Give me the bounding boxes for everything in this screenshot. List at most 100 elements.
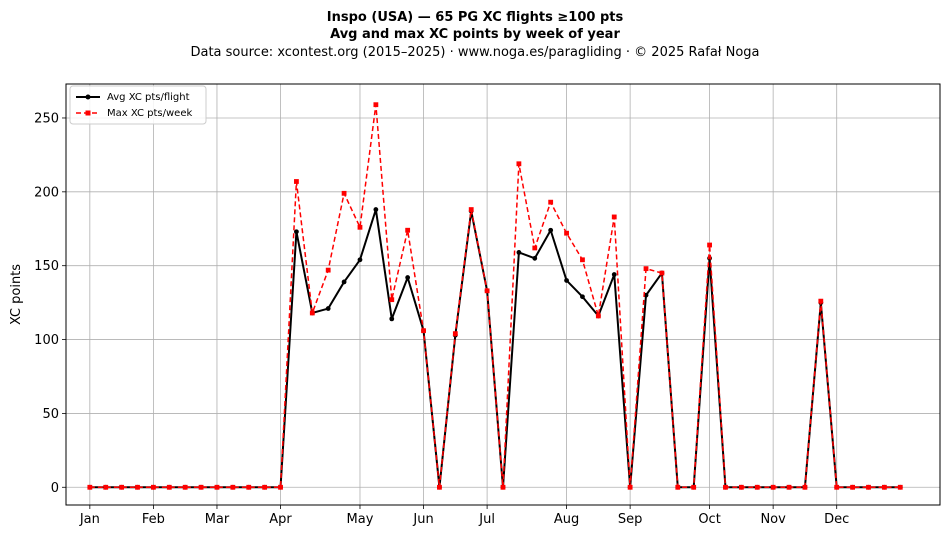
legend-label-max: Max XC pts/week	[107, 108, 192, 119]
x-tick-label: Aug	[554, 512, 579, 527]
point-avg	[373, 207, 379, 212]
point-max	[532, 245, 538, 251]
point-avg	[564, 278, 569, 283]
x-tick-label: May	[347, 512, 374, 527]
point-avg	[707, 255, 712, 261]
point-max	[103, 484, 109, 490]
point-avg	[341, 279, 347, 285]
point-max	[230, 484, 236, 490]
point-max	[786, 484, 792, 490]
point-max	[309, 310, 315, 316]
point-max	[484, 288, 490, 294]
axis-ticks: Jan Feb Mar Apr May Jun Jul Aug Sep Oct Nov Dec 0 50 1…	[34, 111, 849, 527]
legend-label-avg: Avg XC pts/flight	[107, 92, 190, 103]
point-max	[675, 484, 681, 490]
chart-subtitle: Data source: xcontest.org (2015–2025) · …	[190, 45, 759, 60]
point-avg	[325, 306, 331, 311]
point-max	[341, 190, 347, 196]
series-max-line	[89, 103, 901, 489]
x-tick-label: Oct	[698, 512, 720, 527]
point-max	[119, 484, 125, 490]
point-max	[437, 484, 442, 490]
point-avg	[611, 272, 617, 277]
point-max	[262, 484, 268, 490]
y-tick-label: 0	[51, 481, 59, 496]
x-tick-label: Dec	[824, 512, 849, 527]
point-avg	[294, 229, 299, 235]
point-max	[897, 484, 903, 490]
x-tick-label: Jan	[79, 512, 100, 527]
x-tick-label: Sep	[618, 512, 643, 527]
point-max	[818, 298, 824, 304]
y-tick-label: 200	[34, 185, 59, 200]
point-max	[278, 484, 283, 490]
point-avg	[516, 250, 522, 255]
point-max	[516, 161, 522, 167]
x-tick-label: Nov	[760, 512, 786, 527]
legend: Avg XC pts/flight Max XC pts/week	[69, 85, 207, 125]
point-avg	[580, 294, 585, 300]
point-max	[738, 484, 744, 490]
point-max	[166, 484, 172, 490]
point-max	[198, 484, 204, 490]
plot-frame	[65, 83, 941, 506]
point-avg	[405, 275, 411, 280]
point-max	[691, 484, 697, 490]
point-max	[659, 270, 665, 276]
point-max	[405, 227, 411, 233]
point-max	[881, 484, 887, 490]
legend-marker-max	[85, 110, 91, 116]
point-max	[373, 102, 379, 108]
point-max	[627, 484, 633, 490]
point-max	[548, 199, 554, 205]
series-avg-line	[89, 208, 901, 489]
point-max	[389, 297, 395, 303]
plot-series	[87, 102, 903, 490]
point-max	[294, 179, 299, 184]
point-avg	[532, 255, 538, 261]
point-max	[246, 484, 252, 490]
point-max	[564, 230, 569, 236]
point-max	[452, 331, 458, 337]
point-max	[754, 484, 760, 490]
y-tick-label: 50	[42, 407, 59, 422]
point-max	[87, 484, 93, 490]
point-avg	[548, 227, 554, 233]
y-tick-label: 100	[34, 333, 59, 348]
point-max	[421, 328, 426, 334]
x-tick-label: Feb	[142, 512, 165, 527]
point-max	[770, 484, 776, 490]
point-max	[214, 484, 220, 490]
y-axis-label: XC points	[9, 264, 24, 325]
point-max	[500, 484, 506, 490]
point-max	[135, 484, 140, 490]
point-max	[834, 484, 840, 490]
point-max	[595, 313, 601, 319]
point-max	[707, 242, 712, 248]
point-max	[802, 484, 808, 490]
point-max	[357, 224, 363, 230]
x-tick-label: Mar	[205, 512, 230, 527]
point-max	[325, 267, 331, 273]
point-avg	[389, 316, 395, 322]
x-tick-label: Jun	[412, 512, 433, 527]
point-max	[866, 484, 871, 490]
chart-title-line2: Avg and max XC points by week of year	[330, 27, 620, 42]
point-max	[468, 207, 474, 212]
point-max	[580, 257, 585, 263]
y-tick-label: 150	[34, 259, 59, 274]
legend-marker-avg	[85, 94, 91, 100]
x-tick-label: Jul	[478, 512, 495, 527]
point-max	[611, 214, 617, 220]
point-max	[182, 484, 188, 490]
chart-title-line1: Inspo (USA) — 65 PG XC flights ≥100 pts	[327, 10, 624, 25]
y-tick-label: 250	[34, 111, 59, 126]
point-max	[850, 484, 855, 490]
point-avg	[357, 257, 363, 263]
point-max	[151, 484, 156, 490]
x-tick-label: Apr	[269, 512, 292, 527]
point-max	[643, 266, 649, 272]
point-max	[723, 484, 728, 490]
legend-box	[69, 85, 207, 125]
